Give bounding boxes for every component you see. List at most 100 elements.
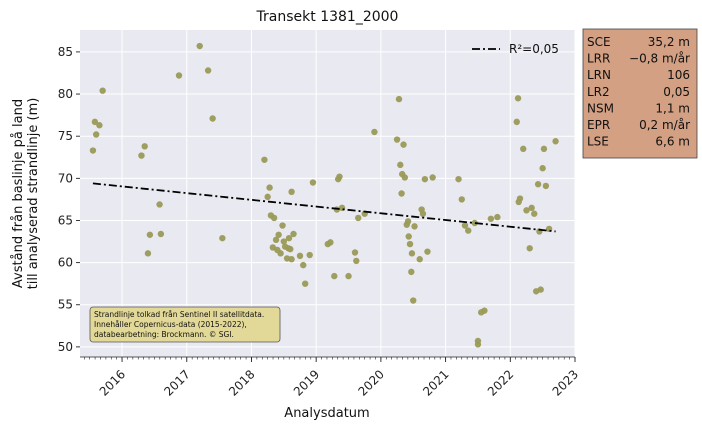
data-point: [91, 118, 99, 126]
data-point: [99, 87, 106, 94]
x-tick-label: 2023: [550, 367, 581, 398]
y-tick-label: 50: [58, 340, 73, 354]
data-point: [146, 231, 154, 238]
y-tick-label: 75: [58, 129, 73, 143]
data-point: [285, 234, 293, 242]
data-point: [401, 174, 409, 181]
data-point: [487, 215, 495, 222]
stat-name: EPR: [587, 118, 610, 132]
data-point: [331, 272, 338, 280]
data-point: [138, 152, 145, 159]
scatter-points: [89, 42, 559, 348]
data-point: [429, 174, 436, 181]
info-note-line-3: databearbetning: Brockmann. © SGI.: [94, 330, 234, 339]
data-point: [270, 214, 278, 222]
data-point: [523, 207, 530, 214]
data-point: [309, 179, 317, 186]
info-note-line-2: Innehåller Copernicus-data (2015-2022),: [94, 320, 247, 329]
data-point: [92, 131, 100, 138]
data-point: [455, 175, 462, 183]
data-point: [539, 165, 546, 172]
data-point: [395, 95, 403, 103]
data-point: [196, 42, 203, 50]
data-point: [424, 248, 431, 255]
data-point: [528, 204, 535, 212]
stat-value: 0,05: [663, 85, 690, 99]
trend-line: [92, 182, 556, 233]
data-point: [410, 297, 417, 304]
x-tick-label: 2018: [226, 367, 257, 398]
data-point: [398, 190, 405, 197]
data-point: [279, 222, 286, 229]
y-tick-label: 60: [58, 256, 73, 270]
x-tick-label: 2016: [97, 367, 128, 398]
data-point: [261, 156, 268, 163]
data-point: [355, 214, 362, 222]
info-note-line-1: Strandlinje tolkad från Sentinel II sate…: [94, 310, 264, 319]
data-point: [494, 213, 501, 221]
stats-box: SCE 35,2 m LRR −0,8 m/år LRN 106 LR2 0,05 NSM 1,1…: [582, 28, 698, 159]
data-point: [288, 188, 295, 196]
data-point: [301, 280, 309, 287]
x-tick-label: 2020: [356, 367, 387, 398]
stat-name: NSM: [587, 101, 614, 115]
data-point: [336, 173, 343, 180]
data-point: [520, 145, 527, 153]
stat-value: 35,2 m: [648, 35, 690, 49]
data-point: [552, 138, 559, 145]
data-point: [526, 245, 533, 252]
data-point: [275, 231, 282, 238]
info-note: Strandlinje tolkad från Sentinel II sate…: [89, 306, 281, 343]
data-point: [371, 128, 378, 136]
trend-line-group: [92, 182, 556, 233]
data-point: [353, 257, 360, 265]
data-point: [514, 95, 522, 102]
stats-rows: SCE 35,2 m LRR −0,8 m/år LRN 106 LR2 0,05 NSM 1,1…: [587, 35, 690, 149]
stat-value: −0,8 m/år: [629, 52, 690, 66]
data-point: [400, 141, 407, 148]
data-point: [327, 239, 334, 246]
data-point: [465, 227, 472, 234]
stat-name: SCE: [587, 35, 611, 49]
data-point: [144, 250, 152, 257]
data-point: [287, 245, 294, 253]
y-axis-label-line-2: till analyserad strandlinje (m): [26, 98, 41, 290]
data-point: [280, 238, 288, 245]
data-point: [406, 240, 414, 248]
data-point: [290, 230, 297, 238]
data-point: [89, 147, 97, 154]
data-point: [481, 307, 488, 314]
data-point: [219, 234, 226, 242]
stat-value: 0,2 m/år: [639, 118, 690, 132]
data-point: [408, 250, 416, 257]
data-point: [421, 175, 429, 183]
data-point: [156, 201, 163, 208]
data-point: [272, 236, 280, 244]
data-point: [264, 193, 271, 201]
data-point: [542, 182, 550, 190]
data-point: [141, 143, 148, 150]
data-point: [351, 249, 359, 256]
data-point: [209, 115, 216, 122]
data-point: [204, 67, 212, 74]
stat-name: LR2: [587, 85, 610, 99]
chart-title: Transekt 1381_2000: [256, 9, 399, 25]
data-point: [419, 210, 427, 217]
y-axis-label-line-1: Avstånd från baslinje på land: [11, 99, 26, 288]
stat-value: 1,1 m: [655, 101, 690, 115]
y-tick-label: 55: [58, 298, 73, 312]
x-tick-label: 2019: [291, 367, 322, 398]
x-axis-ticks: 2016 2017 2018 2019 2020 2021 2022 2023: [84, 357, 581, 399]
stat-value: 6,6 m: [655, 135, 690, 149]
x-tick-label: 2021: [420, 367, 451, 398]
data-point: [458, 196, 465, 203]
data-point: [513, 118, 520, 126]
data-point: [404, 218, 412, 225]
data-point: [416, 256, 423, 263]
info-note-box: [89, 306, 281, 343]
data-point: [306, 251, 313, 259]
y-tick-label: 70: [58, 171, 73, 185]
data-point: [405, 233, 412, 240]
data-point: [96, 122, 103, 129]
plot-area: [80, 30, 575, 357]
